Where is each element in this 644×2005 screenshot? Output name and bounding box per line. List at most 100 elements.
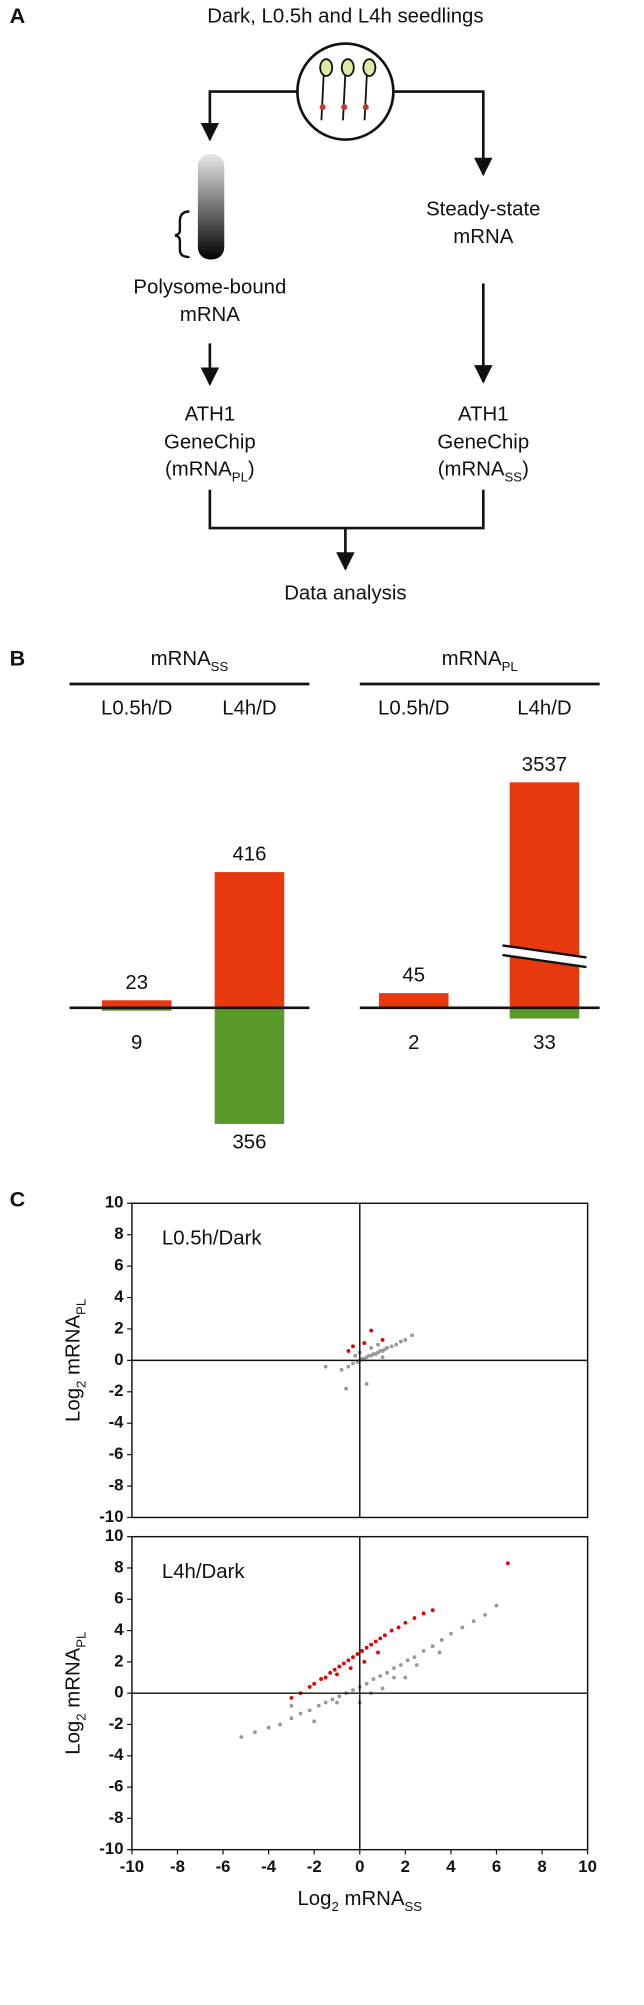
point bbox=[362, 1659, 367, 1664]
y-tick-label: -8 bbox=[109, 1475, 124, 1494]
axis-break bbox=[502, 944, 587, 959]
node-label-part: SS bbox=[504, 470, 522, 485]
point bbox=[410, 1333, 415, 1338]
x-tick-label: -4 bbox=[261, 1857, 277, 1876]
group-label-part: mRNA bbox=[151, 648, 211, 670]
point bbox=[389, 1628, 394, 1633]
point bbox=[378, 1636, 383, 1641]
value-label: 9 bbox=[131, 1032, 142, 1054]
point bbox=[364, 1681, 369, 1686]
node-label: Polysome-bound bbox=[133, 277, 286, 299]
point bbox=[369, 1345, 374, 1350]
point bbox=[328, 1670, 333, 1675]
y-tick-label: 10 bbox=[105, 1526, 124, 1545]
plot-title: L4h/Dark bbox=[162, 1561, 245, 1583]
point bbox=[351, 1688, 355, 1692]
point bbox=[351, 1655, 355, 1660]
point bbox=[403, 1675, 408, 1680]
node-label-part: ) bbox=[248, 459, 255, 481]
panel-label: A bbox=[10, 3, 26, 28]
point bbox=[307, 1684, 312, 1689]
y-tick-label: 0 bbox=[114, 1350, 123, 1369]
point bbox=[412, 1616, 417, 1620]
value-label: 33 bbox=[533, 1032, 556, 1054]
group-label-part: mRNA bbox=[442, 648, 502, 670]
point bbox=[398, 1663, 403, 1667]
y-tick-label: -6 bbox=[109, 1444, 124, 1463]
point bbox=[335, 1672, 339, 1677]
point bbox=[412, 1655, 417, 1660]
node-label: ATH1 bbox=[458, 404, 509, 426]
y-axis-label-part: mRNA bbox=[63, 1315, 85, 1381]
point bbox=[348, 1666, 353, 1671]
point bbox=[316, 1703, 321, 1708]
x-tick-label: -8 bbox=[170, 1857, 185, 1876]
x-tick-label: 4 bbox=[446, 1857, 456, 1876]
x-axis-label-part: SS bbox=[404, 1899, 422, 1914]
bar-down bbox=[101, 1007, 172, 1011]
point bbox=[403, 1338, 408, 1342]
bar-up bbox=[509, 782, 580, 1008]
y-tick-label: -6 bbox=[109, 1777, 124, 1796]
point bbox=[483, 1612, 488, 1617]
point bbox=[449, 1631, 453, 1636]
y-axis-label-part: Log bbox=[63, 1388, 85, 1422]
point bbox=[323, 1700, 328, 1705]
point bbox=[380, 1338, 385, 1342]
point bbox=[364, 1645, 369, 1650]
y-axis-label-part: PL bbox=[73, 1299, 88, 1315]
y-axis-label-part: PL bbox=[73, 1632, 88, 1648]
point bbox=[421, 1648, 426, 1653]
point bbox=[332, 1667, 337, 1672]
point bbox=[307, 1708, 312, 1713]
plot-title: L0.5h/Dark bbox=[162, 1228, 262, 1250]
node-label: (mRNASS) bbox=[438, 459, 529, 485]
point bbox=[239, 1735, 244, 1739]
point bbox=[289, 1703, 294, 1708]
seedling-circle bbox=[296, 42, 395, 141]
point bbox=[396, 1625, 401, 1630]
y-axis-label: Log2 mRNAPL bbox=[63, 1299, 89, 1422]
value-label: 416 bbox=[232, 844, 266, 866]
y-tick-label: 10 bbox=[105, 1193, 124, 1212]
bracket bbox=[174, 210, 190, 259]
y-tick-label: -2 bbox=[109, 1714, 124, 1733]
node-label-part: ) bbox=[522, 459, 529, 481]
value-label: 45 bbox=[402, 965, 425, 987]
node-label: ATH1 bbox=[185, 404, 236, 426]
value-label: 2 bbox=[408, 1032, 419, 1054]
test-tube bbox=[197, 153, 225, 260]
point bbox=[362, 1341, 367, 1346]
point bbox=[346, 1349, 351, 1353]
point bbox=[266, 1725, 271, 1730]
y-tick-label: -4 bbox=[109, 1413, 125, 1432]
value-label: 356 bbox=[232, 1132, 266, 1154]
category-label: L0.5h/D bbox=[378, 698, 449, 720]
x-tick-label: 0 bbox=[355, 1857, 364, 1876]
y-axis-label: Log2 mRNAPL bbox=[63, 1632, 89, 1755]
point bbox=[323, 1675, 328, 1680]
arrow bbox=[393, 90, 493, 177]
point bbox=[437, 1650, 442, 1655]
y-tick-label: 2 bbox=[114, 1651, 123, 1670]
y-tick-label: -10 bbox=[99, 1507, 123, 1526]
point bbox=[376, 1342, 380, 1347]
group-label-part: SS bbox=[211, 659, 229, 674]
bar-up bbox=[101, 1000, 172, 1008]
point bbox=[337, 1694, 342, 1699]
category-label: L4h/D bbox=[517, 698, 571, 720]
point bbox=[351, 1344, 355, 1349]
y-tick-label: 6 bbox=[114, 1589, 123, 1608]
value-label: 23 bbox=[125, 972, 148, 994]
seedlings bbox=[319, 58, 377, 121]
node-label-part: (mRNA bbox=[165, 459, 232, 481]
y-tick-label: 8 bbox=[114, 1557, 123, 1576]
y-tick-label: 6 bbox=[114, 1256, 123, 1275]
x-axis-label-part: mRNA bbox=[339, 1888, 405, 1910]
category-label: L0.5h/D bbox=[101, 698, 172, 720]
point bbox=[382, 1633, 387, 1638]
node-label: mRNA bbox=[180, 304, 240, 326]
y-tick-label: 4 bbox=[114, 1620, 124, 1639]
point bbox=[339, 1367, 344, 1372]
node-label-part: PL bbox=[232, 470, 248, 485]
